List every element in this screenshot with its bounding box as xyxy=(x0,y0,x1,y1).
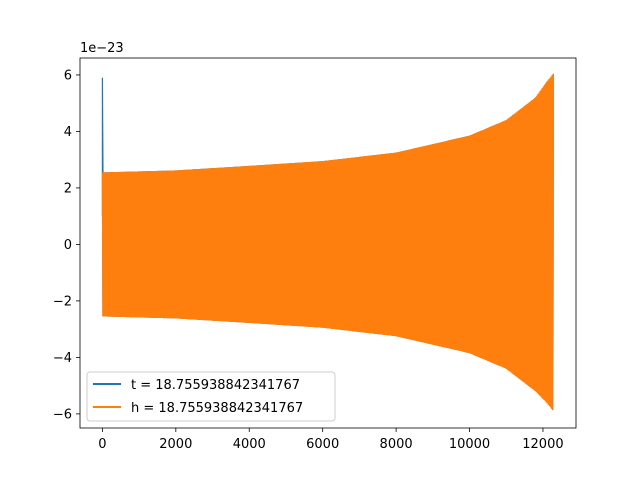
axes-frame xyxy=(79,57,577,429)
y-tick-label: −6 xyxy=(53,407,72,422)
x-axis-ticks: 0 2000 4000 6000 8000 10000 12000 xyxy=(98,428,564,452)
plot-area xyxy=(101,73,554,411)
x-tick-label: 2000 xyxy=(159,437,192,452)
legend-label-h: h = 18.755938842341767 xyxy=(131,401,303,416)
y-tick-label: 6 xyxy=(64,68,72,83)
x-tick-label: 8000 xyxy=(380,437,413,452)
x-tick-label: 4000 xyxy=(233,437,266,452)
y-offset-label: 1e−23 xyxy=(80,41,124,56)
legend-label-t: t = 18.755938842341767 xyxy=(131,378,300,393)
y-tick-label: −2 xyxy=(53,294,72,309)
x-tick-label: 10000 xyxy=(449,437,490,452)
x-tick-label: 0 xyxy=(98,437,106,452)
series-line-h xyxy=(101,73,554,411)
y-tick-label: 2 xyxy=(64,181,72,196)
legend: t = 18.755938842341767 h = 18.7559388423… xyxy=(86,371,336,422)
y-tick-label: 4 xyxy=(64,125,72,140)
y-axis-ticks: −6 −4 −2 0 2 4 6 xyxy=(53,68,80,422)
series-layer xyxy=(101,73,554,411)
y-tick-label: −4 xyxy=(53,351,72,366)
y-tick-label: 0 xyxy=(64,238,72,253)
x-tick-label: 12000 xyxy=(522,437,563,452)
legend-box xyxy=(86,371,336,422)
x-tick-label: 6000 xyxy=(306,437,339,452)
